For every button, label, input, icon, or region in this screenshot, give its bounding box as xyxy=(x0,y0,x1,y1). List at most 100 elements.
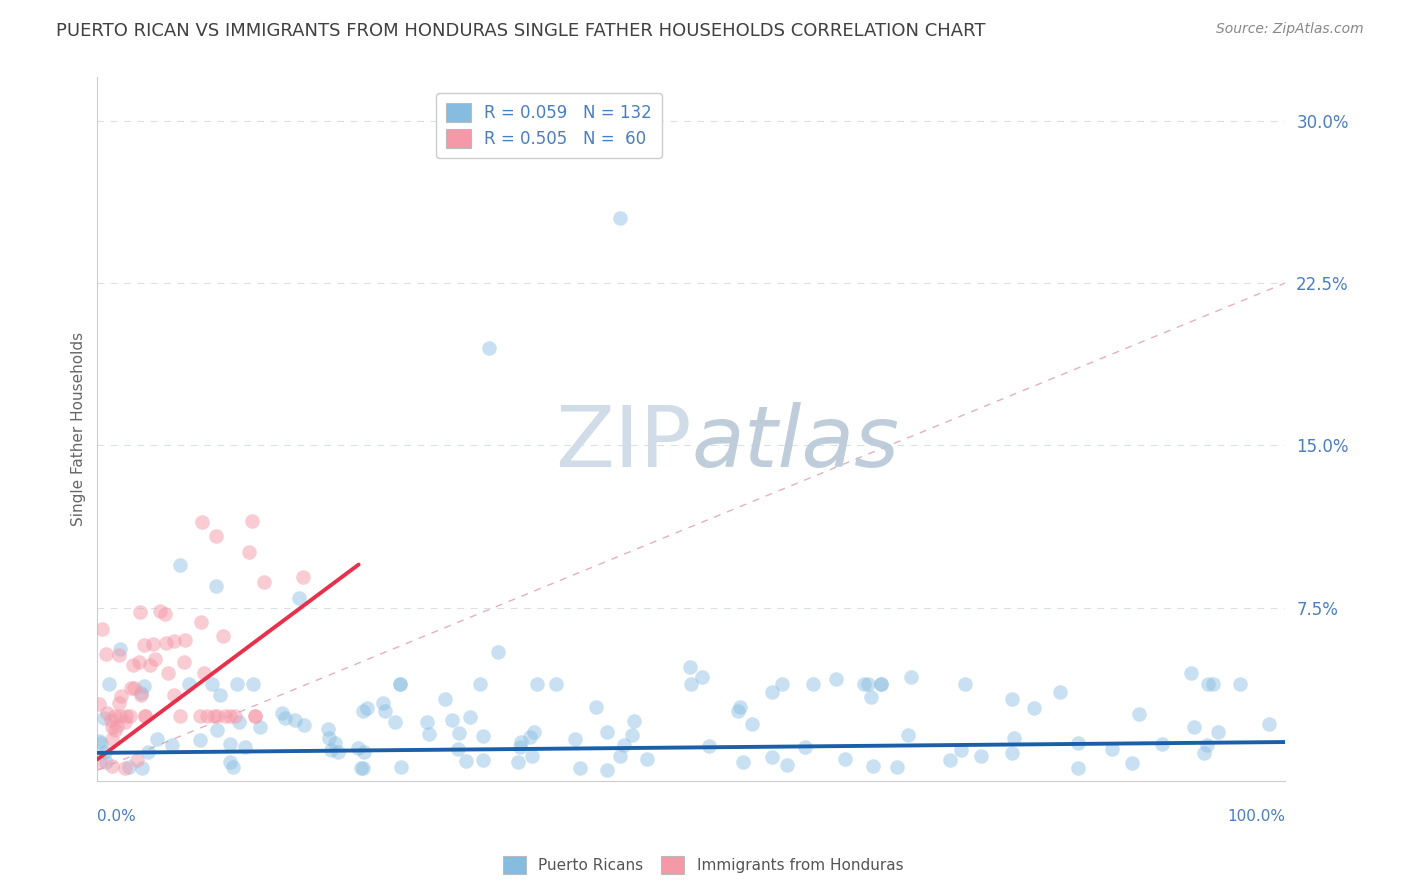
Point xyxy=(897,728,920,742)
Point xyxy=(727,704,749,718)
Point xyxy=(205,579,228,593)
Point xyxy=(219,755,242,769)
Point xyxy=(1195,738,1218,752)
Point xyxy=(131,688,153,702)
Point xyxy=(204,709,226,723)
Point xyxy=(1067,761,1090,775)
Point xyxy=(478,341,501,355)
Point xyxy=(440,713,463,727)
Point xyxy=(1002,731,1025,745)
Legend: Puerto Ricans, Immigrants from Honduras: Puerto Ricans, Immigrants from Honduras xyxy=(496,850,910,880)
Point xyxy=(222,760,245,774)
Point xyxy=(692,670,714,684)
Point xyxy=(228,715,250,730)
Point xyxy=(761,750,783,764)
Point xyxy=(900,670,922,684)
Point xyxy=(155,636,177,650)
Point xyxy=(89,697,111,711)
Point xyxy=(1049,685,1071,699)
Point xyxy=(128,655,150,669)
Point xyxy=(793,740,815,755)
Point xyxy=(110,689,132,703)
Point xyxy=(108,709,131,723)
Point xyxy=(205,529,228,543)
Point xyxy=(609,749,631,764)
Point xyxy=(134,709,156,723)
Point xyxy=(886,760,908,774)
Point xyxy=(323,736,346,750)
Point xyxy=(129,605,152,619)
Point xyxy=(195,709,218,723)
Point xyxy=(416,714,439,729)
Point xyxy=(471,753,494,767)
Point xyxy=(108,642,131,657)
Point xyxy=(870,676,893,690)
Point xyxy=(741,717,763,731)
Point xyxy=(169,558,191,572)
Point xyxy=(226,676,249,690)
Point xyxy=(149,604,172,618)
Point xyxy=(870,676,893,690)
Text: ZIP: ZIP xyxy=(555,401,692,484)
Point xyxy=(761,685,783,699)
Point xyxy=(679,660,702,674)
Point xyxy=(609,211,631,226)
Point xyxy=(114,761,136,775)
Point xyxy=(350,761,373,775)
Point xyxy=(163,689,186,703)
Point xyxy=(291,570,314,584)
Point xyxy=(190,615,212,630)
Point xyxy=(596,763,619,777)
Point xyxy=(568,761,591,775)
Point xyxy=(352,704,374,718)
Point xyxy=(318,731,340,745)
Text: 0.0%: 0.0% xyxy=(97,809,136,824)
Point xyxy=(970,749,993,764)
Point xyxy=(249,720,271,734)
Point xyxy=(114,709,136,723)
Point xyxy=(859,690,882,705)
Point xyxy=(509,739,531,754)
Point xyxy=(620,727,643,741)
Point xyxy=(1258,717,1281,731)
Point xyxy=(160,739,183,753)
Point xyxy=(352,761,374,775)
Point xyxy=(384,715,406,730)
Point xyxy=(96,706,118,720)
Point xyxy=(733,755,755,769)
Point xyxy=(1198,676,1220,690)
Point xyxy=(1180,665,1202,680)
Text: atlas: atlas xyxy=(692,401,900,484)
Point xyxy=(224,709,246,723)
Point xyxy=(233,739,256,754)
Point xyxy=(104,723,127,737)
Point xyxy=(118,760,141,774)
Point xyxy=(418,727,440,741)
Point xyxy=(636,752,658,766)
Point xyxy=(472,729,495,743)
Point xyxy=(353,745,375,759)
Point xyxy=(318,723,340,737)
Point xyxy=(120,681,142,695)
Point xyxy=(191,516,214,530)
Point xyxy=(93,711,115,725)
Point xyxy=(105,719,128,733)
Point xyxy=(374,705,396,719)
Point xyxy=(163,633,186,648)
Point xyxy=(1152,737,1174,751)
Point xyxy=(939,753,962,767)
Point xyxy=(142,637,165,651)
Point xyxy=(1192,747,1215,761)
Point xyxy=(129,686,152,700)
Point xyxy=(94,745,117,759)
Point xyxy=(373,696,395,710)
Point xyxy=(179,676,201,690)
Point xyxy=(89,755,111,769)
Text: PUERTO RICAN VS IMMIGRANTS FROM HONDURAS SINGLE FATHER HOUSEHOLDS CORRELATION CH: PUERTO RICAN VS IMMIGRANTS FROM HONDURAS… xyxy=(56,22,986,40)
Point xyxy=(155,607,177,621)
Point xyxy=(219,709,242,723)
Point xyxy=(219,737,242,751)
Point xyxy=(486,645,509,659)
Point xyxy=(1101,742,1123,756)
Y-axis label: Single Father Households: Single Father Households xyxy=(72,332,86,526)
